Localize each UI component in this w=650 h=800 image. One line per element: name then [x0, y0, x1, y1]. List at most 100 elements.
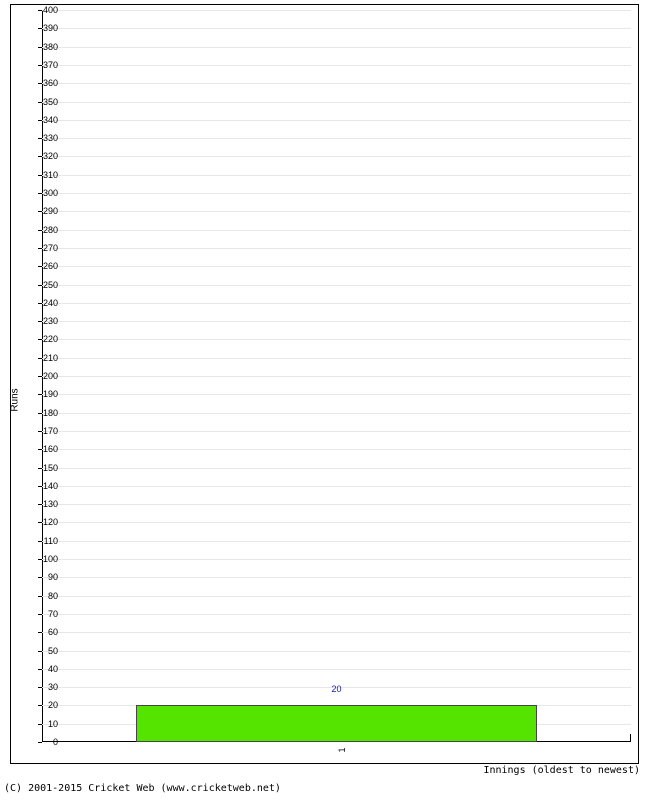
y-tick — [38, 211, 42, 212]
bar-value-label: 20 — [331, 684, 341, 694]
y-tick — [38, 65, 42, 66]
y-tick — [38, 102, 42, 103]
y-tick-label: 320 — [43, 151, 58, 161]
y-tick — [38, 413, 42, 414]
gridline — [42, 266, 631, 267]
y-tick-label: 120 — [43, 517, 58, 527]
y-tick-label: 180 — [43, 408, 58, 418]
y-tick-label: 10 — [48, 719, 58, 729]
y-tick — [38, 449, 42, 450]
y-tick-label: 170 — [43, 426, 58, 436]
y-tick-label: 370 — [43, 60, 58, 70]
y-tick — [38, 285, 42, 286]
y-tick — [38, 541, 42, 542]
gridline — [42, 120, 631, 121]
y-tick — [38, 28, 42, 29]
x-axis-end-tick — [630, 734, 631, 742]
gridline — [42, 394, 631, 395]
gridline — [42, 248, 631, 249]
gridline — [42, 83, 631, 84]
gridline — [42, 559, 631, 560]
gridline — [42, 632, 631, 633]
gridline — [42, 413, 631, 414]
y-tick — [38, 486, 42, 487]
y-tick — [38, 339, 42, 340]
y-tick — [38, 632, 42, 633]
y-tick — [38, 358, 42, 359]
gridline — [42, 285, 631, 286]
gridline — [42, 156, 631, 157]
y-tick-label: 80 — [48, 591, 58, 601]
y-tick-label: 250 — [43, 280, 58, 290]
y-tick — [38, 175, 42, 176]
gridline — [42, 522, 631, 523]
gridline — [42, 175, 631, 176]
gridline — [42, 65, 631, 66]
gridline — [42, 211, 631, 212]
y-tick-label: 200 — [43, 371, 58, 381]
y-tick-label: 280 — [43, 225, 58, 235]
y-tick — [38, 83, 42, 84]
y-tick — [38, 394, 42, 395]
y-tick — [38, 705, 42, 706]
y-tick-label: 100 — [43, 554, 58, 564]
y-tick — [38, 230, 42, 231]
y-tick-label: 140 — [43, 481, 58, 491]
y-tick-label: 0 — [53, 737, 58, 747]
y-tick — [38, 522, 42, 523]
y-tick-label: 350 — [43, 97, 58, 107]
y-tick-label: 70 — [48, 609, 58, 619]
y-tick-label: 50 — [48, 646, 58, 656]
y-tick-label: 30 — [48, 682, 58, 692]
y-tick-label: 130 — [43, 499, 58, 509]
gridline — [42, 193, 631, 194]
y-tick — [38, 47, 42, 48]
chart-container: 20 Runs Innings (oldest to newest) (C) 2… — [0, 0, 650, 800]
gridline — [42, 596, 631, 597]
gridline — [42, 47, 631, 48]
y-tick-label: 300 — [43, 188, 58, 198]
y-tick-label: 160 — [43, 444, 58, 454]
y-tick — [38, 468, 42, 469]
gridline — [42, 486, 631, 487]
gridline — [42, 303, 631, 304]
y-tick-label: 210 — [43, 353, 58, 363]
y-tick — [38, 248, 42, 249]
y-tick-label: 150 — [43, 463, 58, 473]
y-tick — [38, 559, 42, 560]
gridline — [42, 577, 631, 578]
y-tick-label: 360 — [43, 78, 58, 88]
y-tick — [38, 724, 42, 725]
y-tick — [38, 504, 42, 505]
y-tick-label: 190 — [43, 389, 58, 399]
y-tick — [38, 376, 42, 377]
y-tick-label: 330 — [43, 133, 58, 143]
y-tick-label: 310 — [43, 170, 58, 180]
y-tick-label: 110 — [44, 536, 58, 546]
y-tick-label: 230 — [43, 316, 58, 326]
y-tick — [38, 742, 42, 743]
y-tick-label: 90 — [48, 572, 58, 582]
x-tick-label: 1 — [337, 747, 347, 752]
gridline — [42, 358, 631, 359]
gridline — [42, 449, 631, 450]
y-tick-label: 40 — [48, 664, 58, 674]
gridline — [42, 614, 631, 615]
gridline — [42, 10, 631, 11]
y-tick — [38, 596, 42, 597]
y-tick — [38, 266, 42, 267]
y-tick — [38, 577, 42, 578]
y-tick — [38, 321, 42, 322]
y-tick-label: 270 — [43, 243, 58, 253]
y-tick — [38, 687, 42, 688]
y-tick — [38, 193, 42, 194]
y-tick-label: 20 — [48, 700, 58, 710]
y-tick-label: 290 — [43, 206, 58, 216]
y-tick — [38, 138, 42, 139]
gridline — [42, 339, 631, 340]
y-tick-label: 220 — [43, 334, 58, 344]
gridline — [42, 541, 631, 542]
y-tick-label: 60 — [48, 627, 58, 637]
y-tick-label: 240 — [43, 298, 58, 308]
copyright-text: (C) 2001-2015 Cricket Web (www.cricketwe… — [4, 783, 281, 794]
